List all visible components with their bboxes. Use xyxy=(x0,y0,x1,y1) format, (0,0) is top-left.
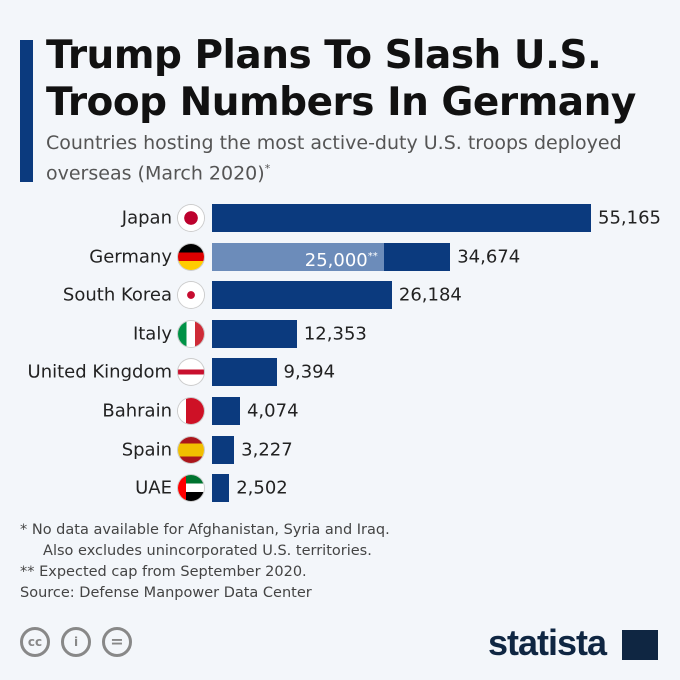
category-label: Bahrain xyxy=(102,400,172,422)
cap-label: 25,000 xyxy=(304,249,368,271)
bar-chart: Japan 55,165 Germany 25,000** 34,674 South Ko… xyxy=(0,195,680,515)
value-label: 34,674 xyxy=(457,246,521,268)
attribution-icon[interactable]: i xyxy=(61,627,91,657)
statista-logo[interactable]: statista xyxy=(488,622,607,663)
category-label: Spain xyxy=(121,439,172,461)
note: Also excludes unincorporated U.S. territ… xyxy=(20,543,372,559)
subtitle-footnote-mark: * xyxy=(264,162,271,175)
flag-germany-icon xyxy=(178,243,204,270)
bar-italy xyxy=(212,319,297,348)
bar-japan xyxy=(212,204,591,232)
title-accent-bar xyxy=(20,40,33,182)
no-derivatives-icon[interactable]: = xyxy=(102,627,132,657)
flag-south-korea-icon xyxy=(178,282,204,309)
bar-bahrain xyxy=(212,397,240,425)
value-label: 9,394 xyxy=(283,361,336,383)
category-label: South Korea xyxy=(62,284,172,306)
footnotes: * No data available for Afghanistan, Syr… xyxy=(20,520,390,604)
note: ** Expected cap from September 2020. xyxy=(20,564,307,580)
category-label: Japan xyxy=(121,207,172,229)
value-label: 12,353 xyxy=(303,323,367,345)
value-label: 3,227 xyxy=(241,439,293,461)
chart-title: Trump Plans To Slash U.S. Troop Numbers … xyxy=(46,33,636,125)
statista-logo-mark-icon xyxy=(622,630,658,660)
flag-united-kingdom-icon xyxy=(178,359,204,386)
chart-subtitle: Countries hosting the most active-duty U… xyxy=(46,130,666,186)
value-label: 2,502 xyxy=(236,477,288,499)
value-label: 55,165 xyxy=(598,207,661,229)
bar-germany: 25,000** xyxy=(212,242,451,271)
cap-mark: ** xyxy=(367,250,378,262)
bar-united-kingdom xyxy=(212,358,277,387)
bar-south-korea xyxy=(212,281,392,310)
category-label: Germany xyxy=(89,246,172,268)
value-label: 4,074 xyxy=(246,400,299,422)
flag-spain-icon xyxy=(178,436,204,463)
bar-spain xyxy=(212,435,235,464)
bar-uae xyxy=(212,474,230,503)
value-label: 26,184 xyxy=(398,284,462,306)
category-label: UAE xyxy=(135,477,172,499)
flag-uae-icon xyxy=(178,475,204,502)
note: * No data available for Afghanistan, Syr… xyxy=(20,522,390,538)
source: Source: Defense Manpower Data Center xyxy=(20,585,312,601)
category-label: Italy xyxy=(132,323,172,345)
category-label: United Kingdom xyxy=(27,361,172,383)
subtitle-text: Countries hosting the most active-duty U… xyxy=(46,132,622,185)
cc-icon[interactable]: cc xyxy=(20,627,50,657)
flag-japan-icon xyxy=(178,205,204,231)
flag-italy-icon xyxy=(178,320,204,347)
cap-bar: 25,000** xyxy=(212,242,384,271)
flag-bahrain-icon xyxy=(178,398,204,424)
